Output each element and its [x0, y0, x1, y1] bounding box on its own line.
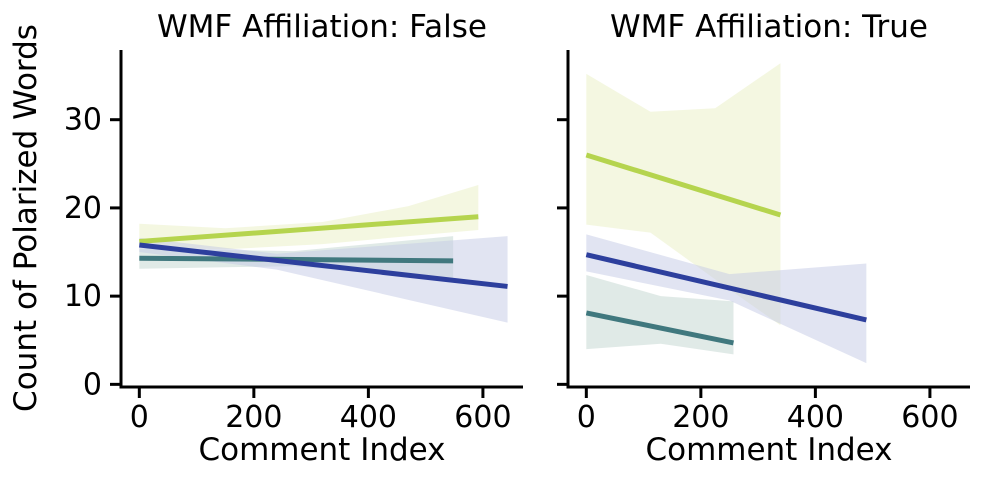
group-blue-regression-line — [139, 242, 508, 289]
x-tick-label: 600 — [454, 400, 511, 435]
y-axis-label: Count of Polarized Words — [8, 24, 44, 412]
x-tick-label: 200 — [225, 400, 282, 435]
facet-title-true: WMF Affiliation: True — [609, 9, 928, 45]
x-tick-label: 400 — [787, 400, 844, 435]
group-teal-regression-line — [585, 310, 734, 346]
facet-title-false: WMF Affiliation: False — [157, 9, 487, 45]
x-axis-label-false: Comment Index — [198, 432, 446, 468]
group-green-regression-line — [585, 152, 782, 218]
y-tick-label: 10 — [64, 279, 102, 314]
x-tick-label: 400 — [340, 400, 397, 435]
x-tick-label: 0 — [577, 400, 596, 435]
group-green-regression-line — [139, 214, 479, 244]
group-blue-regression-line — [585, 252, 867, 323]
y-tick-label: 20 — [64, 191, 102, 226]
y-tick-label: 0 — [83, 367, 102, 402]
group-blue-confidence-band — [586, 234, 867, 364]
y-tick-label: 30 — [64, 103, 102, 138]
group-teal-regression-line — [139, 255, 454, 264]
x-tick-label: 600 — [901, 400, 958, 435]
x-tick-label: 200 — [672, 400, 729, 435]
group-green-confidence-band — [586, 63, 781, 326]
x-axis-label-true: Comment Index — [645, 432, 893, 468]
x-tick-label: 0 — [130, 400, 149, 435]
